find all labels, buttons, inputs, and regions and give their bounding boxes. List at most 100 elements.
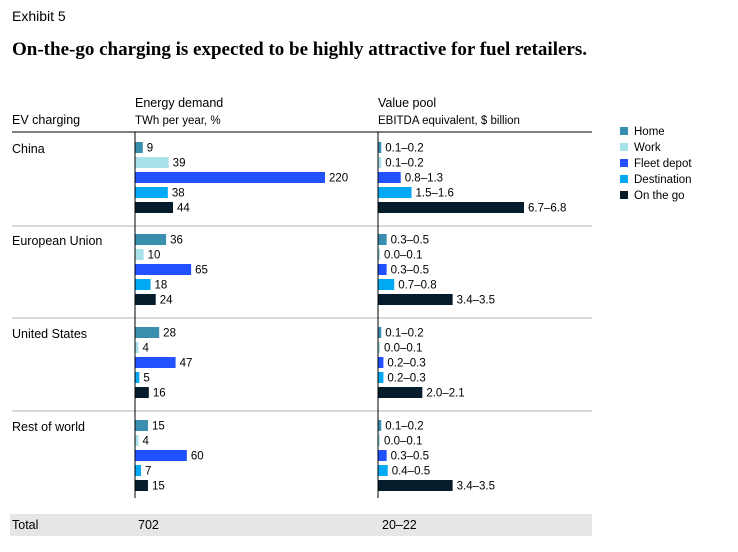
energy-bar-rest-of-world-destination bbox=[135, 465, 142, 476]
value-value-china-destination: 1.5–1.6 bbox=[416, 188, 454, 200]
value-value-european-union-destination: 0.7–0.8 bbox=[398, 280, 436, 292]
energy-bar-china-work bbox=[135, 157, 169, 168]
legend-swatch-fleet-depot bbox=[620, 159, 628, 167]
region-label-rest-of-world: Rest of world bbox=[12, 420, 85, 434]
value-value-european-union-fleet-depot: 0.3–0.5 bbox=[391, 265, 429, 277]
energy-value-european-union-home: 36 bbox=[170, 235, 183, 247]
value-bar-european-union-destination bbox=[378, 279, 395, 290]
energy-bar-rest-of-world-on-the-go bbox=[135, 480, 148, 491]
value-bar-united-states-fleet-depot bbox=[378, 357, 384, 368]
energy-value-china-fleet-depot: 220 bbox=[329, 173, 348, 185]
region-label-china: China bbox=[12, 142, 45, 156]
energy-value-china-destination: 38 bbox=[172, 188, 185, 200]
value-bar-european-union-work bbox=[378, 249, 380, 260]
legend-swatch-home bbox=[620, 127, 628, 135]
energy-value-china-home: 9 bbox=[147, 143, 153, 155]
exhibit-label: Exhibit 5 bbox=[12, 8, 66, 24]
value-total: 20–22 bbox=[382, 518, 417, 532]
energy-value-united-states-on-the-go: 16 bbox=[153, 388, 166, 400]
energy-bar-european-union-destination bbox=[135, 279, 151, 290]
energy-bar-united-states-fleet-depot bbox=[135, 357, 176, 368]
value-value-united-states-destination: 0.2–0.3 bbox=[387, 373, 425, 385]
value-value-rest-of-world-fleet-depot: 0.3–0.5 bbox=[391, 451, 429, 463]
energy-demand-subtitle: TWh per year, % bbox=[135, 115, 221, 127]
value-value-china-work: 0.1–0.2 bbox=[385, 158, 423, 170]
energy-bar-rest-of-world-work bbox=[135, 435, 139, 446]
value-bar-rest-of-world-home bbox=[378, 420, 382, 431]
value-bar-china-work bbox=[378, 157, 382, 168]
legend-swatch-on-the-go bbox=[620, 191, 628, 199]
value-bar-china-home bbox=[378, 142, 382, 153]
value-value-china-home: 0.1–0.2 bbox=[385, 143, 423, 155]
energy-bar-united-states-destination bbox=[135, 372, 140, 383]
value-bar-rest-of-world-on-the-go bbox=[378, 480, 453, 491]
value-bar-rest-of-world-destination bbox=[378, 465, 388, 476]
value-bar-united-states-on-the-go bbox=[378, 387, 423, 398]
energy-bar-china-destination bbox=[135, 187, 168, 198]
value-value-united-states-home: 0.1–0.2 bbox=[385, 328, 423, 340]
energy-bar-china-home bbox=[135, 142, 143, 153]
energy-value-rest-of-world-destination: 7 bbox=[145, 466, 151, 478]
chart-title: On-the-go charging is expected to be hig… bbox=[12, 39, 587, 60]
legend-label-home: Home bbox=[634, 126, 665, 138]
total-band bbox=[10, 514, 592, 536]
value-bar-european-union-fleet-depot bbox=[378, 264, 387, 275]
energy-value-united-states-fleet-depot: 47 bbox=[180, 358, 193, 370]
value-bar-united-states-work bbox=[378, 342, 380, 353]
energy-value-rest-of-world-home: 15 bbox=[152, 421, 165, 433]
value-bar-european-union-home bbox=[378, 234, 387, 245]
legend-swatch-destination bbox=[620, 175, 628, 183]
energy-value-united-states-home: 28 bbox=[163, 328, 176, 340]
energy-value-european-union-fleet-depot: 65 bbox=[195, 265, 208, 277]
row-header: EV charging bbox=[12, 113, 80, 127]
value-bar-rest-of-world-fleet-depot bbox=[378, 450, 387, 461]
region-label-united-states: United States bbox=[12, 327, 87, 341]
energy-bar-china-on-the-go bbox=[135, 202, 173, 213]
energy-value-china-work: 39 bbox=[173, 158, 186, 170]
energy-bar-european-union-home bbox=[135, 234, 167, 245]
energy-bar-european-union-fleet-depot bbox=[135, 264, 192, 275]
value-bar-china-on-the-go bbox=[378, 202, 524, 213]
value-value-european-union-on-the-go: 3.4–3.5 bbox=[457, 295, 495, 307]
value-value-european-union-home: 0.3–0.5 bbox=[391, 235, 429, 247]
value-pool-subtitle: EBITDA equivalent, $ billion bbox=[378, 115, 520, 127]
value-value-united-states-on-the-go: 2.0–2.1 bbox=[426, 388, 464, 400]
total-label: Total bbox=[12, 518, 38, 532]
value-bar-united-states-destination bbox=[378, 372, 384, 383]
energy-bar-european-union-on-the-go bbox=[135, 294, 156, 305]
legend-swatch-work bbox=[620, 143, 628, 151]
energy-value-rest-of-world-on-the-go: 15 bbox=[152, 481, 165, 493]
legend-label-fleet-depot: Fleet depot bbox=[634, 158, 692, 170]
energy-bar-european-union-work bbox=[135, 249, 144, 260]
energy-value-european-union-work: 10 bbox=[148, 250, 161, 262]
energy-bar-united-states-work bbox=[135, 342, 139, 353]
energy-demand-title: Energy demand bbox=[135, 96, 223, 110]
energy-bar-china-fleet-depot bbox=[135, 172, 325, 183]
region-label-european-union: European Union bbox=[12, 234, 102, 248]
value-bar-china-destination bbox=[378, 187, 412, 198]
energy-value-china-on-the-go: 44 bbox=[177, 203, 190, 215]
legend-label-on-the-go: On the go bbox=[634, 190, 685, 202]
energy-value-rest-of-world-work: 4 bbox=[142, 436, 149, 448]
energy-value-united-states-destination: 5 bbox=[143, 373, 149, 385]
energy-bar-united-states-on-the-go bbox=[135, 387, 149, 398]
value-value-united-states-work: 0.0–0.1 bbox=[384, 343, 422, 355]
value-value-rest-of-world-work: 0.0–0.1 bbox=[384, 436, 422, 448]
value-value-european-union-work: 0.0–0.1 bbox=[384, 250, 422, 262]
energy-value-united-states-work: 4 bbox=[142, 343, 149, 355]
energy-bar-rest-of-world-fleet-depot bbox=[135, 450, 187, 461]
value-bar-united-states-home bbox=[378, 327, 382, 338]
energy-bar-united-states-home bbox=[135, 327, 160, 338]
legend-label-work: Work bbox=[634, 142, 661, 154]
energy-value-rest-of-world-fleet-depot: 60 bbox=[191, 451, 204, 463]
value-bar-european-union-on-the-go bbox=[378, 294, 453, 305]
value-pool-title: Value pool bbox=[378, 96, 436, 110]
energy-total: 702 bbox=[138, 518, 159, 532]
legend-label-destination: Destination bbox=[634, 174, 692, 186]
energy-bar-rest-of-world-home bbox=[135, 420, 148, 431]
value-bar-china-fleet-depot bbox=[378, 172, 401, 183]
value-value-rest-of-world-home: 0.1–0.2 bbox=[385, 421, 423, 433]
value-value-rest-of-world-destination: 0.4–0.5 bbox=[392, 466, 430, 478]
